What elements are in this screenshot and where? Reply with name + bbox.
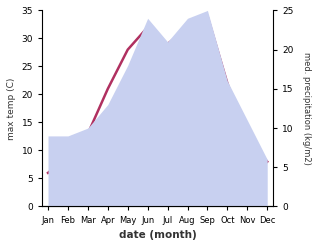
Y-axis label: max temp (C): max temp (C) — [7, 77, 16, 140]
X-axis label: date (month): date (month) — [119, 230, 197, 240]
Y-axis label: med. precipitation (kg/m2): med. precipitation (kg/m2) — [302, 52, 311, 165]
